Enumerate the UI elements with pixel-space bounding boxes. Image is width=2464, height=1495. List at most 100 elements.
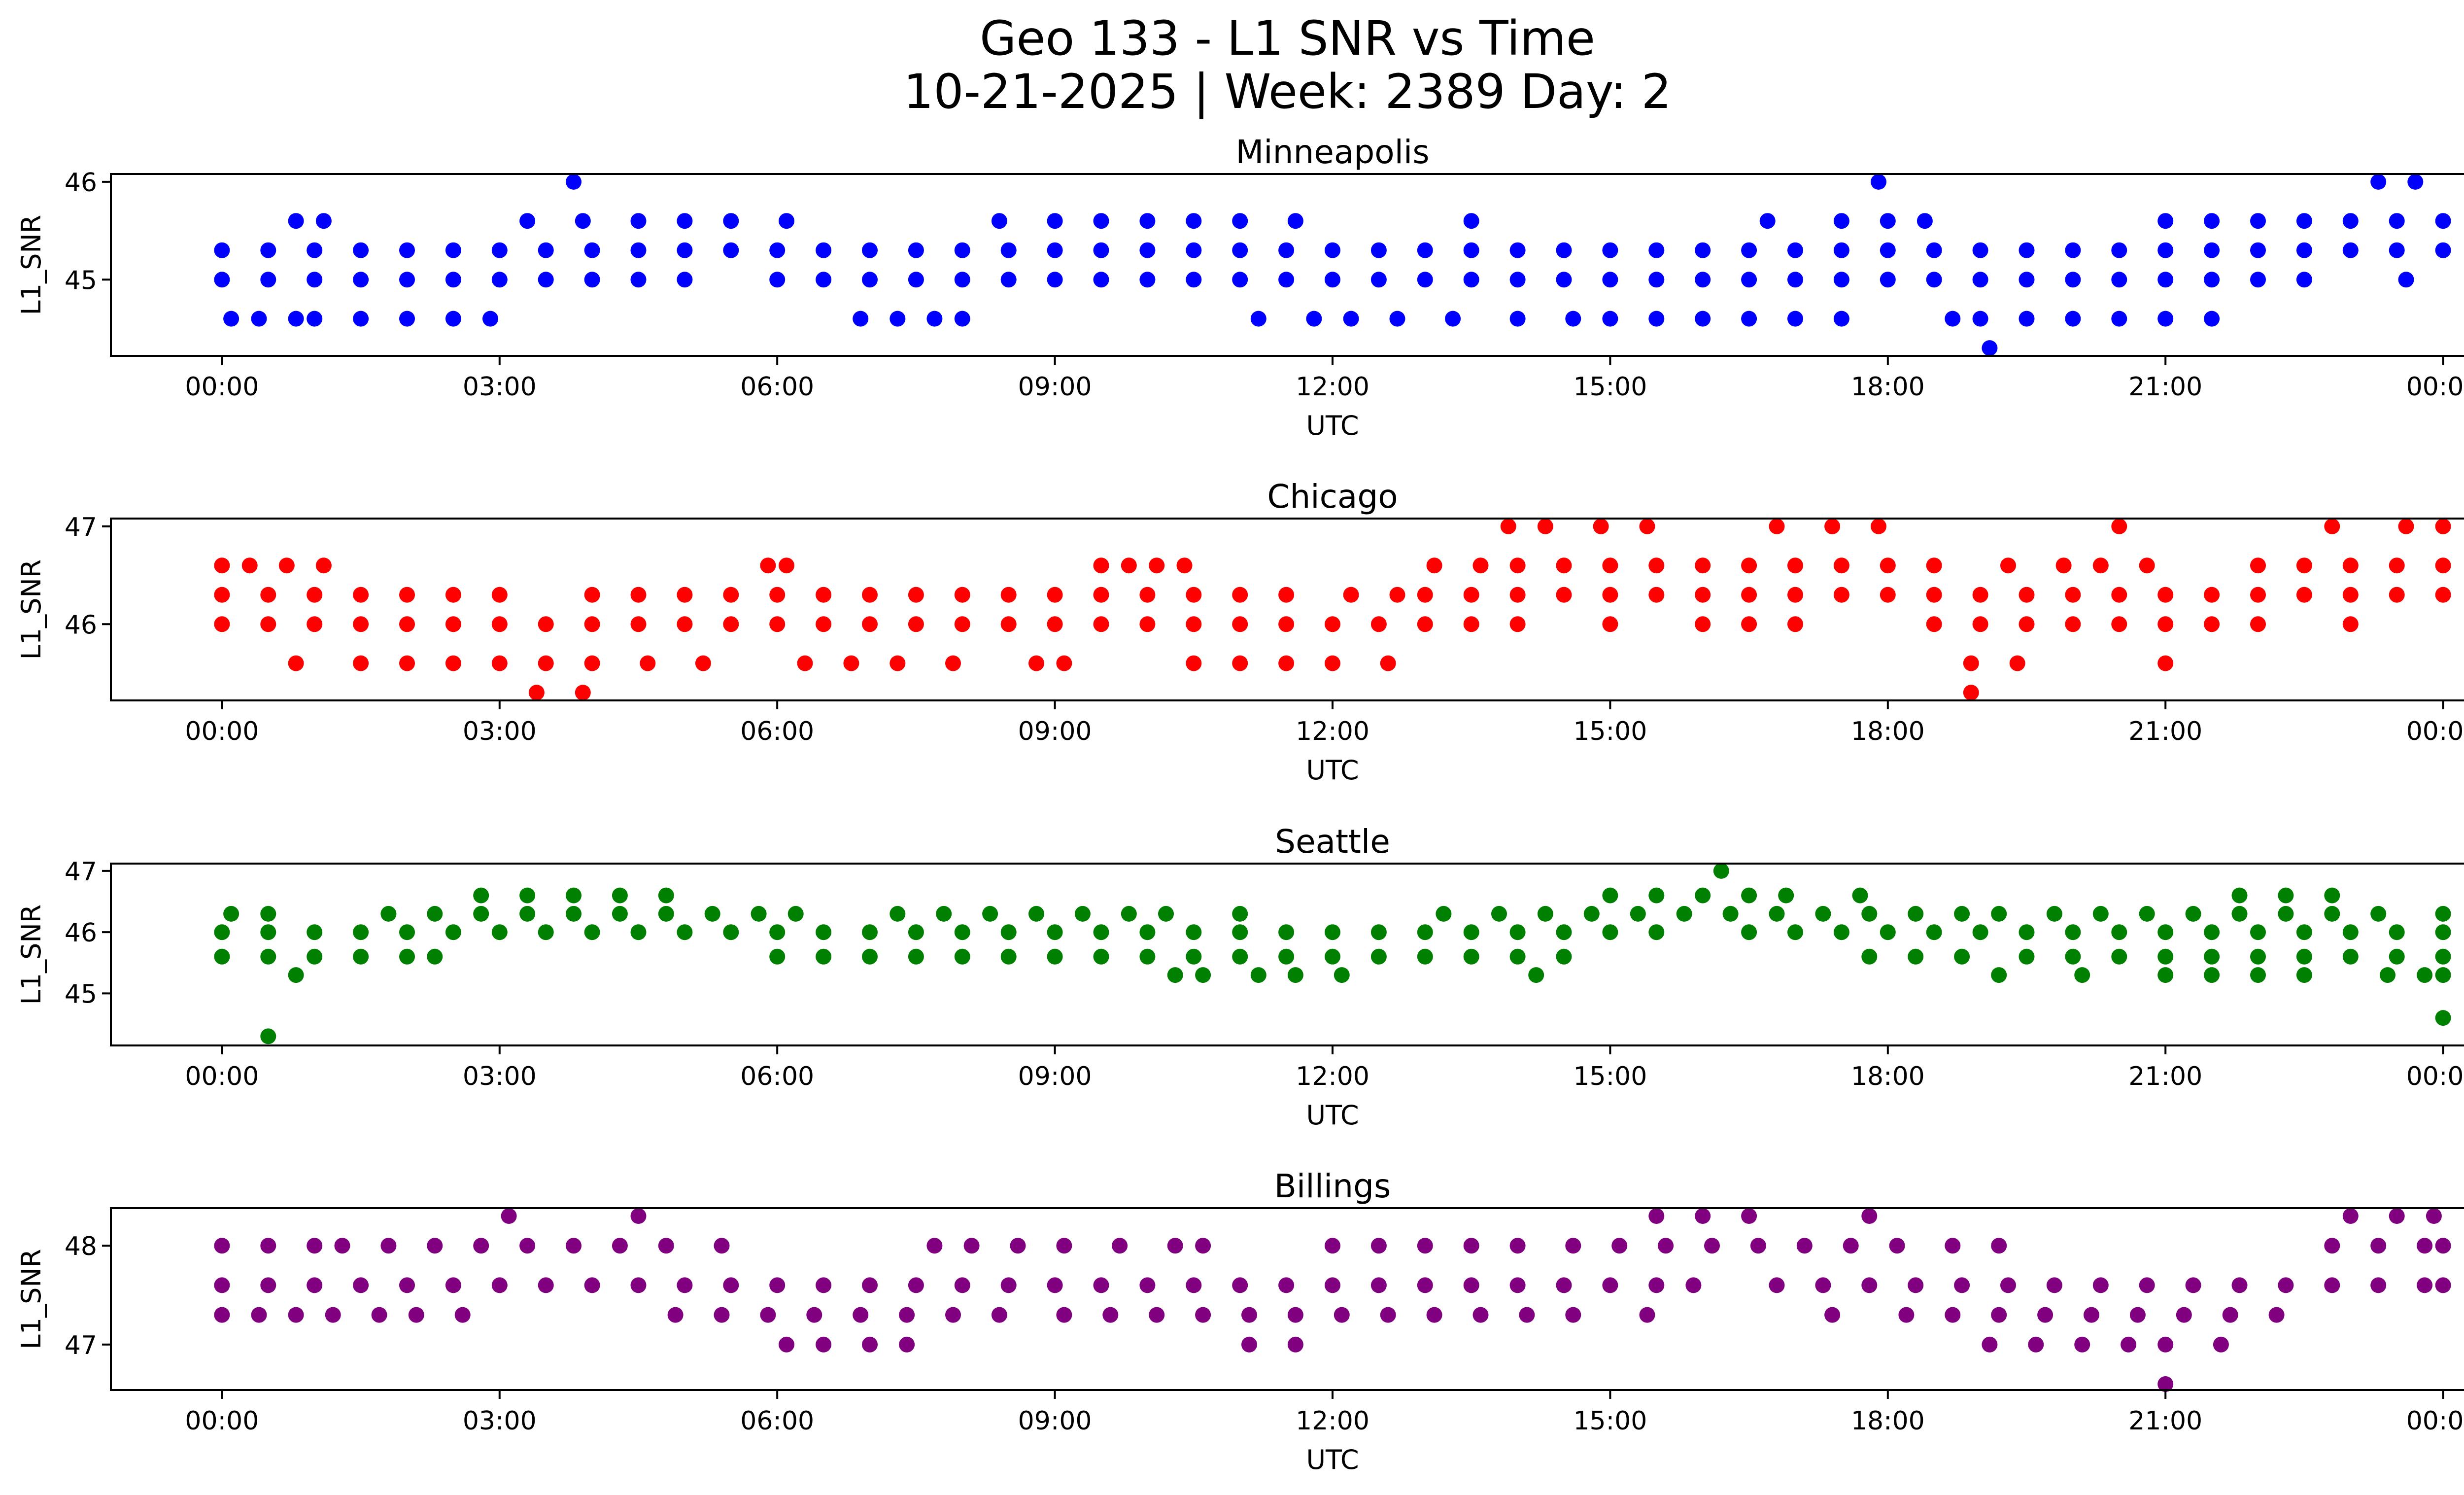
data-point bbox=[1186, 655, 1202, 671]
data-point bbox=[2435, 518, 2451, 534]
data-point bbox=[399, 587, 415, 603]
data-point bbox=[1463, 948, 1479, 965]
data-point bbox=[353, 948, 369, 965]
data-point bbox=[862, 242, 878, 258]
x-tick-label: 12:00 bbox=[1296, 1406, 1369, 1436]
data-point bbox=[1325, 948, 1340, 965]
data-point bbox=[612, 887, 628, 904]
data-point bbox=[2176, 1307, 2192, 1323]
data-point bbox=[566, 174, 582, 190]
data-point bbox=[1093, 924, 1109, 940]
data-point bbox=[353, 1277, 369, 1293]
data-point bbox=[1556, 557, 1572, 574]
data-point bbox=[1972, 587, 1988, 603]
data-point bbox=[723, 924, 739, 940]
data-point bbox=[214, 1277, 230, 1293]
data-point bbox=[2389, 242, 2405, 258]
data-point bbox=[1648, 311, 1665, 327]
panel-title: Chicago bbox=[1267, 478, 1398, 516]
data-point bbox=[2426, 1208, 2442, 1224]
data-point bbox=[538, 272, 554, 288]
data-point bbox=[491, 242, 508, 258]
data-point bbox=[1232, 213, 1248, 229]
data-point bbox=[1509, 557, 1526, 574]
data-point bbox=[399, 242, 415, 258]
data-point bbox=[1306, 311, 1322, 327]
x-tick-label: 03:00 bbox=[463, 1062, 537, 1091]
data-point bbox=[2111, 924, 2127, 940]
panel-seattle: Seattle 00:00 03:00 06:00 09:00 12:00 15:00 18:… bbox=[16, 823, 2464, 1131]
data-point bbox=[288, 967, 304, 983]
data-point bbox=[334, 1238, 350, 1254]
data-point bbox=[2065, 948, 2081, 965]
x-tick-label: 15:00 bbox=[1573, 1406, 1647, 1436]
data-point bbox=[1232, 905, 1248, 922]
y-axis-label: L1_SNR bbox=[16, 1249, 47, 1350]
data-point bbox=[2204, 948, 2220, 965]
data-point bbox=[1750, 1238, 1766, 1254]
data-point bbox=[1639, 1307, 1655, 1323]
data-point bbox=[1833, 311, 1849, 327]
data-point bbox=[1926, 616, 1942, 632]
data-point bbox=[908, 616, 924, 632]
x-tick-label: 09:00 bbox=[1018, 1062, 1092, 1091]
data-point bbox=[2028, 1336, 2044, 1353]
panel-title: Seattle bbox=[1275, 823, 1390, 861]
data-point bbox=[1824, 1307, 1841, 1323]
data-point bbox=[1898, 1307, 1915, 1323]
data-point bbox=[723, 1277, 739, 1293]
chart-title: Geo 133 - L1 SNR vs Time bbox=[980, 11, 1595, 66]
data-point bbox=[491, 655, 508, 671]
data-point bbox=[315, 557, 332, 574]
data-point bbox=[1991, 905, 2007, 922]
data-point bbox=[2370, 174, 2387, 190]
data-point bbox=[630, 924, 647, 940]
data-point bbox=[1861, 1208, 1878, 1224]
data-point bbox=[816, 948, 832, 965]
data-point bbox=[1278, 616, 1295, 632]
data-point bbox=[1954, 1277, 1970, 1293]
data-point bbox=[1537, 518, 1553, 534]
data-point bbox=[2250, 948, 2266, 965]
data-point bbox=[519, 1238, 536, 1254]
data-point bbox=[2157, 948, 2174, 965]
data-point bbox=[1769, 905, 1785, 922]
data-point bbox=[1639, 518, 1655, 534]
y-tick-label: 46 bbox=[65, 918, 97, 948]
y-axis-label: L1_SNR bbox=[16, 215, 47, 315]
data-point bbox=[1972, 311, 1988, 327]
data-point bbox=[1769, 1277, 1785, 1293]
data-point bbox=[1565, 1307, 1581, 1323]
y-axis-label: L1_SNR bbox=[16, 559, 47, 660]
x-tick-label: 15:00 bbox=[1573, 372, 1647, 402]
data-point bbox=[2065, 311, 2081, 327]
data-point bbox=[482, 311, 498, 327]
data-point bbox=[1463, 272, 1479, 288]
data-point bbox=[1000, 587, 1017, 603]
x-tick-label: 12:00 bbox=[1296, 717, 1369, 746]
data-point bbox=[908, 272, 924, 288]
data-point bbox=[1121, 557, 1137, 574]
data-point bbox=[2417, 1277, 2433, 1293]
data-point bbox=[1186, 1277, 1202, 1293]
data-point bbox=[2342, 1208, 2359, 1224]
data-point bbox=[251, 1307, 267, 1323]
data-point bbox=[2435, 557, 2451, 574]
data-point bbox=[2157, 311, 2174, 327]
data-point bbox=[1695, 242, 1711, 258]
y-tick-label: 45 bbox=[65, 266, 97, 295]
data-point bbox=[445, 242, 461, 258]
data-point bbox=[908, 924, 924, 940]
data-point bbox=[2157, 272, 2174, 288]
data-point bbox=[2157, 587, 2174, 603]
x-tick-label: 06:00 bbox=[740, 717, 814, 746]
data-point bbox=[1343, 587, 1359, 603]
data-point bbox=[862, 948, 878, 965]
data-point bbox=[1695, 557, 1711, 574]
data-point bbox=[1370, 924, 1387, 940]
panel-title: Billings bbox=[1274, 1167, 1391, 1205]
data-point bbox=[2111, 272, 2127, 288]
data-point bbox=[353, 616, 369, 632]
data-point bbox=[2250, 924, 2266, 940]
data-point bbox=[1509, 242, 1526, 258]
